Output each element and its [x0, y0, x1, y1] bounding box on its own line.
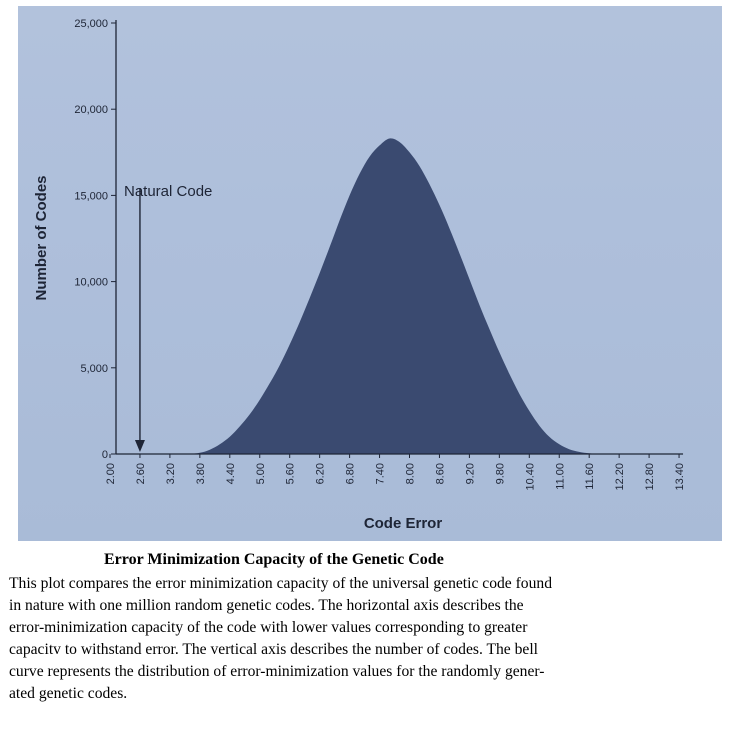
caption-body: This plot compares the error minimizatio…	[9, 573, 724, 705]
x-tick-label: 3.80	[195, 463, 207, 484]
distribution-area	[189, 138, 600, 454]
caption-title: Error Minimization Capacity of the Genet…	[104, 551, 444, 568]
x-tick-label: 5.00	[255, 463, 267, 484]
x-tick-label: 11.60	[584, 463, 596, 490]
y-tick-label: 25,000	[74, 18, 108, 30]
x-tick-label: 12.20	[614, 463, 626, 491]
caption-line: error-minimization capacity of the code …	[9, 619, 528, 636]
x-axis-title: Code Error	[364, 515, 443, 532]
y-tick-label: 0	[102, 449, 108, 461]
x-tick-label: 3.20	[165, 463, 177, 484]
natural-code-label: Natural Code	[124, 183, 212, 200]
y-tick-label: 10,000	[74, 277, 108, 289]
caption-line: curve represents the distribution of err…	[9, 663, 545, 680]
x-tick-label: 2.00	[105, 463, 117, 484]
y-tick-label: 20,000	[74, 104, 108, 116]
x-tick-label: 6.80	[345, 463, 357, 484]
caption-line: This plot compares the error minimizatio…	[9, 575, 552, 592]
natural-code-arrowhead	[134, 440, 145, 452]
x-tick-label: 10.40	[524, 463, 536, 491]
x-tick-label: 7.40	[375, 463, 387, 484]
x-tick-label: 4.40	[225, 463, 237, 484]
x-tick-label: 8.60	[434, 463, 446, 484]
y-tick-label: 15,000	[74, 190, 108, 202]
caption-line: in nature with one million random geneti…	[9, 597, 524, 614]
x-tick-label: 2.60	[135, 463, 147, 484]
x-tick-label: 11.00	[554, 463, 566, 490]
x-tick-label: 9.20	[464, 463, 476, 484]
x-tick-label: 8.00	[405, 463, 417, 484]
distribution-chart: 0 5,000 10,000 15,000 20,000 25,000 2.00 2.60 3.…	[33, 18, 686, 532]
y-axis-title: Number of Codes	[33, 175, 50, 300]
x-tick-label: 12.80	[644, 463, 656, 491]
caption-line: ated genetic codes.	[9, 685, 128, 702]
x-tick-label: 13.40	[674, 463, 686, 491]
x-tick-label: 9.80	[494, 463, 506, 484]
chart-photo: 0 5,000 10,000 15,000 20,000 25,000 2.00 2.60 3.…	[18, 6, 722, 541]
caption-line: capacitv to withstand error. The vertica…	[9, 641, 538, 658]
y-tick-label: 5,000	[80, 363, 108, 375]
x-tick-label: 5.60	[285, 463, 297, 484]
x-tick-label: 6.20	[315, 463, 327, 484]
